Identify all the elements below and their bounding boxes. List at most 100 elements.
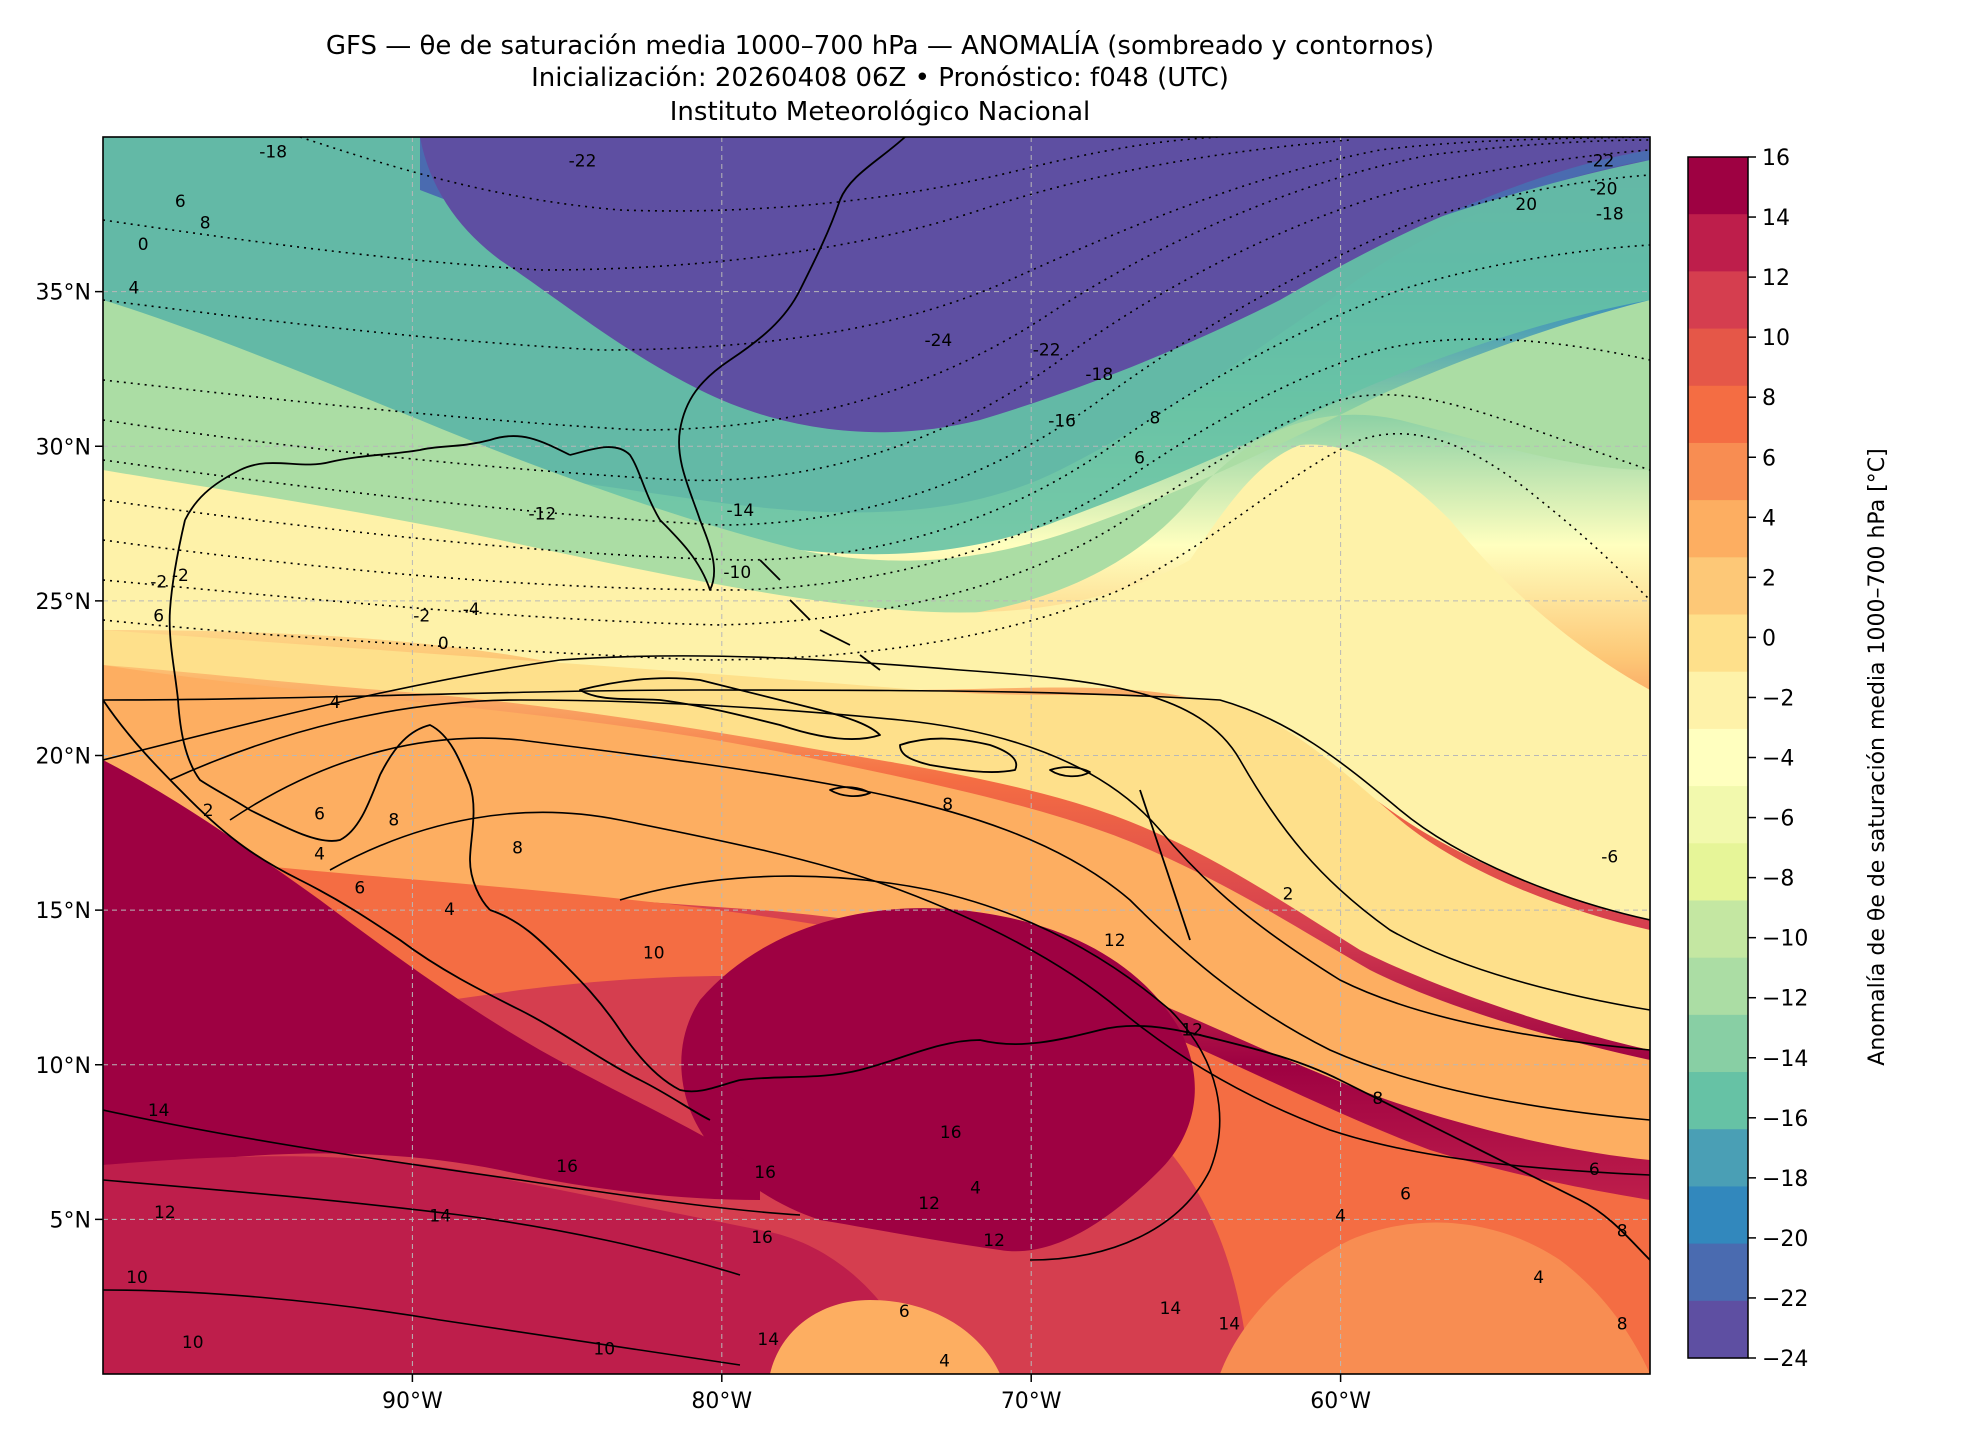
colorbar-tick-label: −18	[1762, 1167, 1808, 1192]
colorbar-tick-label: 8	[1762, 386, 1776, 411]
y-tick-label: 25°N	[36, 590, 91, 615]
colorbar-tick-label: 16	[1762, 146, 1790, 171]
anomaly-band-red-south	[103, 1156, 920, 1374]
y-tick-label: 10°N	[36, 1054, 91, 1079]
contour-label: 14	[148, 1101, 170, 1121]
colorbar-segment	[1688, 1300, 1748, 1359]
colorbar-segment	[1688, 1014, 1748, 1073]
colorbar-segment	[1688, 157, 1748, 215]
contour-label: 12	[918, 1194, 940, 1214]
contour-label: 4	[129, 279, 140, 299]
anomaly-core-caribbean	[681, 908, 1195, 1252]
colorbar-segment	[1688, 328, 1748, 387]
contour-label: 10	[643, 943, 665, 963]
institute-name: Instituto Meteorológico Nacional	[669, 97, 1091, 127]
colorbar-segments	[1688, 157, 1748, 1359]
coast-hispaniola	[899, 737, 1018, 773]
colorbar-tick-label: 6	[1762, 446, 1776, 471]
colorbar-segment	[1688, 1129, 1748, 1188]
coast-us-east	[569, 137, 906, 591]
colorbar-ticks: 16 14 12 10 8 6 4 2 0 −2 −4 −6 −8 −10 −12 −14 −16 −18 −20 −…	[1748, 146, 1808, 1372]
colorbar-tick-label: −24	[1762, 1347, 1808, 1372]
coast-central-america-pacific	[103, 699, 711, 1121]
colorbar-segment	[1688, 1186, 1748, 1245]
colorbar-segment	[1688, 900, 1748, 959]
contour-label: -2	[172, 566, 189, 586]
colorbar-segment	[1688, 728, 1748, 787]
contour-label: -24	[924, 331, 952, 351]
coastlines	[103, 137, 1650, 1261]
contour-neg22-dotted	[299, 137, 1221, 212]
colorbar-segment	[1688, 843, 1748, 902]
contour-label: -22	[1033, 340, 1061, 360]
contour-label: 8	[942, 795, 953, 815]
colorbar-segment	[1688, 671, 1748, 730]
coast-central-america-caribbean	[489, 909, 741, 1093]
contour-label: 4	[444, 900, 455, 920]
anomaly-contours	[103, 137, 1650, 1366]
colorbar-segment	[1688, 385, 1748, 444]
contour-label: -22	[1587, 152, 1615, 172]
contour-label: -22	[569, 152, 597, 172]
colorbar-tick-label: −16	[1762, 1107, 1808, 1132]
contour-label: 14	[757, 1330, 779, 1350]
contour-label: 20	[1515, 195, 1537, 215]
contour-label: 10	[593, 1339, 615, 1359]
anomaly-band-warm-orange	[103, 850, 1650, 1374]
colorbar-tick-label: 4	[1762, 506, 1776, 531]
y-tick-label: 20°N	[36, 745, 91, 770]
x-tick-label: 80°W	[691, 1389, 752, 1414]
contour-label: 8	[1150, 408, 1161, 428]
contour-label: -20	[1590, 180, 1618, 200]
contour-neg12-dotted	[103, 174, 1650, 526]
colorbar-segment	[1688, 786, 1748, 844]
contour-label: 6	[1134, 449, 1145, 469]
contour-neg4-dotted	[103, 432, 1650, 661]
x-tick-label: 70°W	[1001, 1389, 1062, 1414]
map-area	[103, 137, 1650, 1374]
contour-label: 12	[1104, 931, 1126, 951]
contour-label: -10	[723, 563, 751, 583]
contour-label: 8	[1617, 1222, 1628, 1242]
y-axis: 35°N 30°N 25°N 20°N 15°N 10°N 5°N	[36, 281, 103, 1233]
contour-neg14-dotted	[103, 149, 1650, 482]
contour-label: 6	[1400, 1185, 1411, 1205]
contour-label: 8	[200, 214, 211, 234]
coast-cuba	[579, 677, 881, 741]
contour-label: 2	[1283, 885, 1294, 905]
contour-label: -16	[1048, 412, 1076, 432]
contour-label: 8	[1372, 1089, 1383, 1109]
figure-title: GFS — θe de saturación media 1000–700 hP…	[325, 31, 1435, 61]
coast-gulf-west	[168, 519, 251, 811]
colorbar-segment	[1688, 500, 1748, 558]
colorbar-tick-label: 2	[1762, 566, 1776, 591]
contour-label: 16	[940, 1123, 962, 1143]
contour-label: 4	[314, 844, 325, 864]
colorbar-tick-label: −6	[1762, 807, 1794, 832]
contour-label: 6	[1589, 1160, 1600, 1180]
contour-label: 10	[126, 1268, 148, 1288]
contour-label: -18	[259, 142, 287, 162]
contour-label: -18	[1085, 365, 1113, 385]
colorbar-segment	[1688, 214, 1748, 272]
contour-label: 8	[512, 838, 523, 858]
contour-label: 0	[138, 235, 149, 255]
colorbar-segment	[1688, 442, 1748, 501]
contour-label: -18	[1596, 204, 1624, 224]
coast-bahamas	[759, 559, 881, 671]
colorbar-tick-label: −20	[1762, 1227, 1808, 1252]
contour-label: 10	[182, 1333, 204, 1353]
contour-16-solid	[103, 1109, 801, 1216]
x-tick-label: 90°W	[382, 1389, 443, 1414]
contour-neg2-solid	[103, 689, 1650, 921]
contour-label: 12	[1181, 1021, 1203, 1041]
contour-label: 12	[983, 1231, 1005, 1251]
contour-8-solid	[329, 811, 1650, 1176]
colorbar-tick-label: −10	[1762, 927, 1808, 952]
colorbar-tick-label: 14	[1762, 206, 1790, 231]
contour-label: 4	[970, 1178, 981, 1198]
contour-label: 2	[203, 801, 214, 821]
contour-neg18-dotted	[103, 137, 1650, 351]
colorbar-tick-label: −4	[1762, 747, 1794, 772]
contour-neg20-dotted	[103, 139, 1351, 271]
